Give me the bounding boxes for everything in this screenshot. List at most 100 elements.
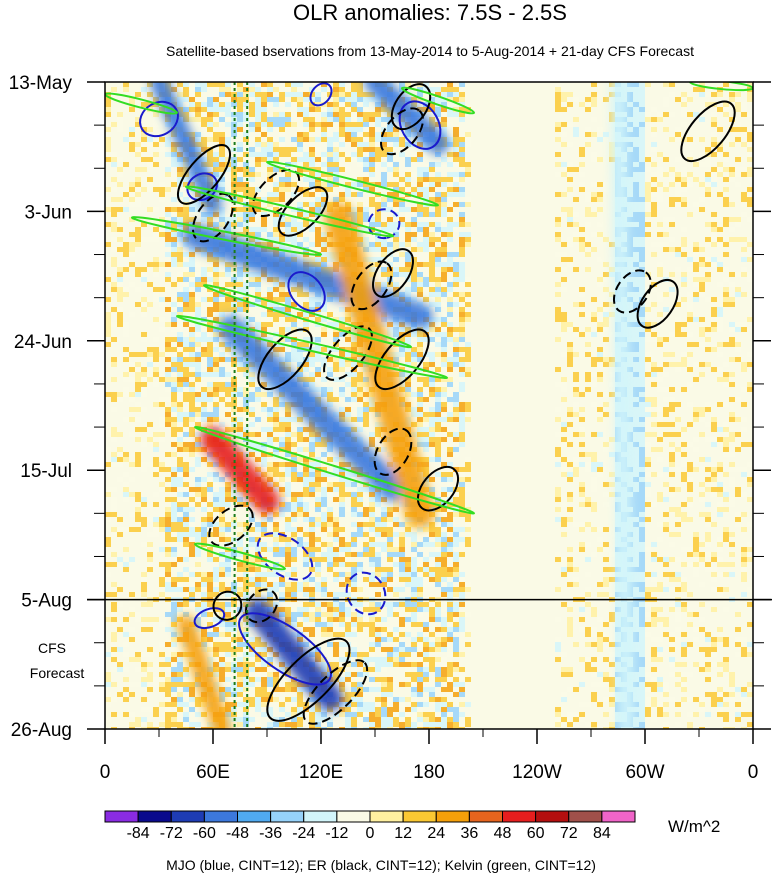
heatmap-cell	[195, 87, 201, 92]
heatmap-cell	[327, 447, 333, 452]
heatmap-cell	[135, 232, 141, 237]
heatmap-cell	[633, 247, 639, 252]
heatmap-cell	[447, 377, 453, 382]
heatmap-cell	[717, 167, 723, 172]
heatmap-cell	[345, 312, 351, 317]
heatmap-cell	[639, 442, 645, 447]
heatmap-cell	[297, 512, 303, 517]
heatmap-cell	[411, 257, 417, 262]
heatmap-cell	[675, 172, 681, 177]
heatmap-cell	[465, 242, 471, 247]
heatmap-cell	[447, 297, 453, 302]
heatmap-cell	[267, 417, 273, 422]
heatmap-cell	[285, 122, 291, 127]
heatmap-cell	[285, 352, 291, 357]
heatmap-cell	[189, 357, 195, 362]
heatmap-cell	[105, 222, 111, 227]
heatmap-cell	[399, 337, 405, 342]
heatmap-cell	[177, 517, 183, 522]
heatmap-cell	[639, 112, 645, 117]
heatmap-cell	[189, 347, 195, 352]
heatmap-cell	[633, 147, 639, 152]
heatmap-cell	[723, 202, 729, 207]
heatmap-cell	[687, 367, 693, 372]
heatmap-cell	[579, 292, 585, 297]
heatmap-cell	[441, 242, 447, 247]
heatmap-cell	[645, 352, 651, 357]
heatmap-cell	[189, 302, 195, 307]
heatmap-cell	[435, 317, 441, 322]
heatmap-cell	[573, 352, 579, 357]
heatmap-cell	[237, 287, 243, 292]
heatmap-cell	[207, 522, 213, 527]
heatmap-cell	[363, 112, 369, 117]
heatmap-cell	[597, 472, 603, 477]
heatmap-cell	[111, 157, 117, 162]
heatmap-cell	[135, 362, 141, 367]
heatmap-cell	[357, 397, 363, 402]
heatmap-cell	[195, 112, 201, 117]
heatmap-cell	[429, 432, 435, 437]
heatmap-cell	[567, 327, 573, 332]
heatmap-cell	[165, 412, 171, 417]
heatmap-cell	[609, 392, 615, 397]
heatmap-cell	[657, 497, 663, 502]
heatmap-cell	[699, 277, 705, 282]
heatmap-cell	[327, 267, 333, 272]
heatmap-cell	[363, 122, 369, 127]
heatmap-cell	[321, 242, 327, 247]
heatmap-cell	[453, 272, 459, 277]
heatmap-cell	[435, 472, 441, 477]
heatmap-cell	[447, 367, 453, 372]
heatmap-cell	[675, 532, 681, 537]
heatmap-cell	[651, 187, 657, 192]
heatmap-cell	[345, 462, 351, 467]
heatmap-cell	[651, 327, 657, 332]
heatmap-cell	[681, 112, 687, 117]
heatmap-cell	[453, 292, 459, 297]
heatmap-cell	[309, 192, 315, 197]
heatmap-cell	[711, 182, 717, 187]
heatmap-cell	[393, 167, 399, 172]
heatmap-cell	[681, 322, 687, 327]
heatmap-cell	[369, 247, 375, 252]
heatmap-cell	[351, 127, 357, 132]
heatmap-cell	[183, 297, 189, 302]
heatmap-cell	[249, 147, 255, 152]
heatmap-cell	[327, 182, 333, 187]
heatmap-cell	[561, 257, 567, 262]
heatmap-cell	[333, 482, 339, 487]
heatmap-cell	[567, 412, 573, 417]
heatmap-cell	[255, 127, 261, 132]
heatmap-cell	[111, 462, 117, 467]
heatmap-cell	[267, 147, 273, 152]
heatmap-cell	[165, 387, 171, 392]
heatmap-cell	[627, 107, 633, 112]
heatmap-cell	[153, 502, 159, 507]
heatmap-cell	[321, 492, 327, 497]
heatmap-cell	[255, 287, 261, 292]
heatmap-cell	[189, 467, 195, 472]
heatmap-cell	[207, 327, 213, 332]
heatmap-cell	[717, 192, 723, 197]
heatmap-cell	[729, 177, 735, 182]
heatmap-cell	[429, 392, 435, 397]
heatmap-cell	[129, 407, 135, 412]
heatmap-cell	[189, 517, 195, 522]
heatmap-cell	[585, 342, 591, 347]
heatmap-cell	[423, 442, 429, 447]
heatmap-cell	[633, 372, 639, 377]
heatmap-cell	[321, 252, 327, 257]
heatmap-cell	[357, 527, 363, 532]
heatmap-cell	[285, 462, 291, 467]
heatmap-cell	[633, 97, 639, 102]
heatmap-cell	[717, 217, 723, 222]
heatmap-cell	[567, 517, 573, 522]
heatmap-cell	[267, 412, 273, 417]
heatmap-cell	[153, 262, 159, 267]
heatmap-cell	[153, 232, 159, 237]
heatmap-cell	[447, 357, 453, 362]
heatmap-cell	[249, 432, 255, 437]
heatmap-cell	[189, 207, 195, 212]
heatmap-cell	[441, 117, 447, 122]
